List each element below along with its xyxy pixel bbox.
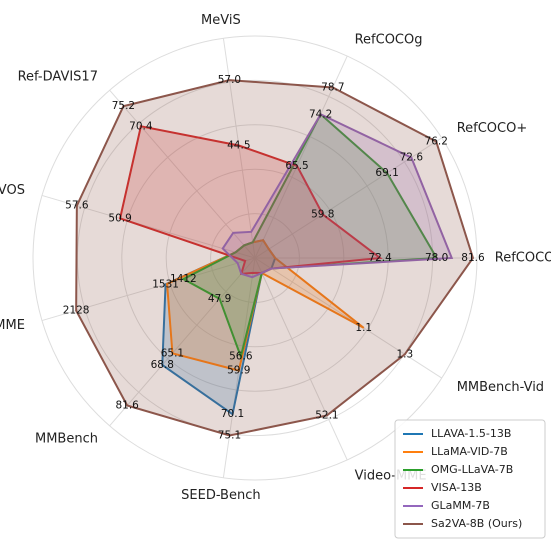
axis-label: MMBench-Vid bbox=[457, 380, 544, 395]
axis-label: MMBench bbox=[35, 432, 98, 447]
value-label: 69.1 bbox=[375, 167, 398, 179]
axis-label: RefCOCO+ bbox=[457, 121, 528, 136]
value-label: 59.8 bbox=[311, 208, 334, 220]
legend-label: VISA-13B bbox=[431, 481, 482, 494]
value-label: 1.1 bbox=[355, 322, 372, 334]
value-label: 1531 bbox=[152, 278, 179, 290]
value-label: 74.2 bbox=[309, 108, 332, 120]
axis-label: RefCOCO bbox=[495, 251, 551, 266]
legend: LLAVA-1.5-13B LLaMA-VID-7B OMG-LLaVA-7B VIS… bbox=[394, 419, 546, 539]
series-area bbox=[221, 112, 454, 279]
value-label: 57.0 bbox=[218, 74, 241, 86]
axis-label: MeViS bbox=[201, 13, 241, 28]
axis-label: RefCOCOg bbox=[355, 32, 423, 47]
value-label: 81.6 bbox=[461, 252, 485, 264]
axis-label: Ref-DAVIS17 bbox=[18, 69, 98, 84]
value-label: 1412 bbox=[170, 273, 197, 285]
axis-label: ReVOS bbox=[0, 183, 25, 198]
value-label: 76.2 bbox=[425, 136, 448, 148]
series-area bbox=[166, 239, 365, 372]
value-label: 75.2 bbox=[112, 100, 135, 112]
value-label: 1.3 bbox=[396, 348, 413, 360]
value-label: 44.5 bbox=[227, 140, 250, 152]
value-label: 68.8 bbox=[151, 359, 174, 371]
value-label: 72.6 bbox=[400, 152, 424, 164]
legend-box bbox=[394, 419, 546, 539]
spoke bbox=[254, 55, 348, 259]
legend-label: LLAVA-1.5-13B bbox=[431, 427, 511, 440]
legend-label: OMG-LLaVA-7B bbox=[431, 463, 513, 476]
spoke bbox=[41, 257, 256, 322]
value-label: 70.1 bbox=[221, 408, 244, 420]
value-label: 57.6 bbox=[65, 200, 89, 212]
value-label: 59.9 bbox=[227, 365, 250, 377]
axis-label: MME bbox=[0, 318, 25, 333]
value-label: 78.7 bbox=[321, 82, 344, 94]
spoke bbox=[254, 257, 443, 379]
series-area bbox=[75, 79, 475, 437]
spoke bbox=[109, 257, 256, 427]
value-label: 65.1 bbox=[161, 347, 184, 359]
value-label: 2128 bbox=[63, 305, 90, 317]
value-label: 75.1 bbox=[218, 429, 241, 441]
legend-label: GLaMM-7B bbox=[431, 499, 490, 512]
axis-label: SEED-Bench bbox=[181, 488, 260, 503]
value-label: 56.6 bbox=[229, 351, 253, 363]
value-label: 52.1 bbox=[315, 409, 338, 421]
value-label: 72.4 bbox=[368, 252, 392, 264]
spoke bbox=[109, 89, 256, 259]
value-label: 81.6 bbox=[115, 400, 139, 412]
legend-label: Sa2VA-8B (Ours) bbox=[431, 517, 522, 530]
value-label: 78.0 bbox=[425, 252, 448, 264]
value-label: 50.9 bbox=[108, 212, 131, 224]
spoke bbox=[222, 38, 256, 259]
value-label: 47.9 bbox=[208, 293, 231, 305]
spoke bbox=[254, 257, 348, 461]
legend-label: LLaMA-VID-7B bbox=[431, 445, 508, 458]
value-label: 65.5 bbox=[285, 160, 308, 172]
value-label: 70.4 bbox=[129, 120, 153, 132]
